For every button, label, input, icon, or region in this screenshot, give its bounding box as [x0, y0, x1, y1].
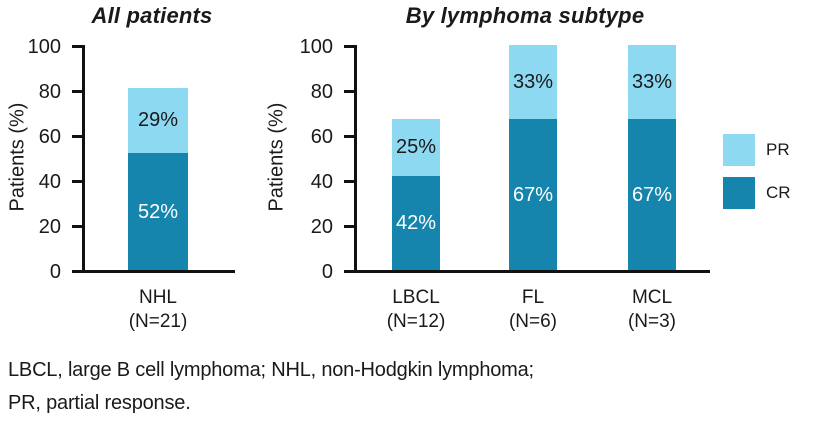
y-axis-line — [354, 45, 357, 273]
x-category-n: (N=3) — [627, 311, 677, 332]
x-category-name: NHL — [138, 287, 177, 308]
y-tick-label: 20 — [310, 216, 333, 238]
cr-color-swatch-icon — [723, 177, 755, 209]
legend-item-pr: PR — [723, 134, 791, 166]
y-axis-line — [82, 45, 85, 273]
y-tick-mark — [72, 180, 82, 183]
y-tick-label: 40 — [38, 171, 61, 193]
x-category-label: NHL (N=21) — [103, 286, 213, 334]
y-tick-mark — [344, 180, 354, 183]
chart-title-all-patients: All patients — [91, 3, 213, 28]
chart-title-by-lymphoma-subtype: By lymphoma subtype — [405, 3, 645, 28]
y-tick-label: 80 — [38, 81, 61, 103]
bar-segment-pr — [509, 45, 557, 120]
y-tick-mark — [72, 270, 82, 273]
x-category-name: FL — [521, 287, 545, 308]
y-tick-mark — [72, 45, 82, 48]
legend: PR CR — [723, 134, 791, 220]
x-category-label: FL (N=6) — [478, 286, 588, 334]
bar-value-label-pr: 33% — [512, 71, 554, 94]
y-tick-label: 60 — [310, 126, 333, 148]
bar-value-label-cr: 67% — [512, 183, 554, 206]
bar-segment-pr — [392, 119, 440, 176]
y-tick-mark — [344, 90, 354, 93]
bar-value-label-cr: 52% — [137, 200, 179, 223]
y-tick-label: 20 — [38, 216, 61, 238]
y-tick-label: 0 — [321, 261, 333, 283]
y-tick-mark — [344, 270, 354, 273]
x-category-label: LBCL (N=12) — [361, 286, 471, 334]
y-tick-mark — [344, 45, 354, 48]
bar-value-label-cr: 42% — [395, 211, 437, 234]
y-tick-label: 80 — [310, 81, 333, 103]
x-axis-line — [82, 270, 235, 273]
y-tick-label: 100 — [27, 36, 61, 58]
bar-segment-cr — [128, 153, 188, 270]
bar-segment-cr — [628, 119, 676, 270]
x-axis-line — [354, 270, 710, 273]
x-category-n: (N=6) — [508, 311, 558, 332]
bar-segment-pr — [628, 45, 676, 120]
x-category-name: LBCL — [392, 287, 440, 308]
legend-label-cr: CR — [766, 183, 791, 202]
footnote: LBCL, large B cell lymphoma; NHL, non-Ho… — [8, 359, 534, 414]
x-category-n: (N=21) — [128, 311, 188, 332]
legend-item-cr: CR — [723, 177, 791, 209]
pr-color-swatch-icon — [723, 134, 755, 166]
x-category-label: MCL (N=3) — [597, 286, 707, 334]
legend-label-pr: PR — [766, 140, 790, 159]
bar-segment-cr — [509, 119, 557, 270]
bar-value-label-pr: 33% — [631, 71, 673, 94]
bar-segment-pr — [128, 87, 188, 153]
bar-value-label-pr: 25% — [395, 136, 437, 159]
y-tick-mark — [72, 90, 82, 93]
y-tick-label: 100 — [299, 36, 333, 58]
y-tick-label: 0 — [49, 261, 61, 283]
y-tick-label: 40 — [310, 171, 333, 193]
y-tick-mark — [72, 135, 82, 138]
y-tick-mark — [344, 225, 354, 228]
bar-segment-cr — [392, 175, 440, 270]
x-category-name: MCL — [631, 287, 673, 308]
y-tick-mark — [72, 225, 82, 228]
bar-value-label-cr: 67% — [631, 183, 673, 206]
y-tick-label: 60 — [38, 126, 61, 148]
x-category-n: (N=12) — [386, 311, 446, 332]
y-tick-mark — [344, 135, 354, 138]
bar-value-label-pr: 29% — [137, 109, 179, 132]
